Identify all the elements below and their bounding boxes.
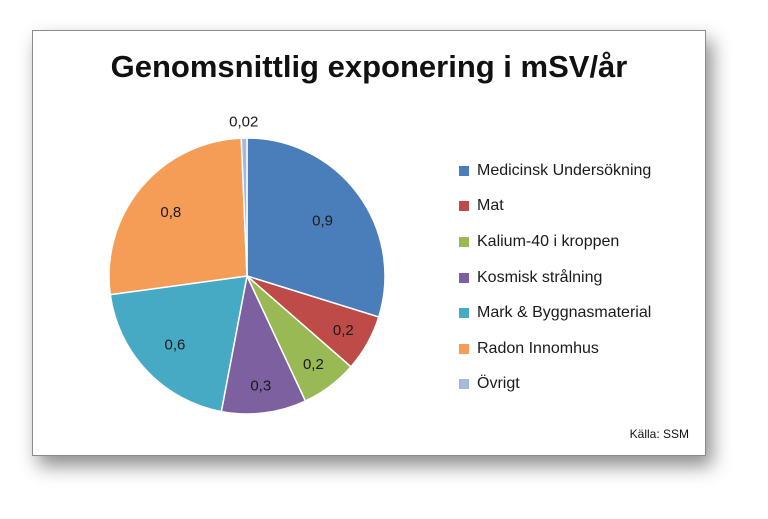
legend-swatch (459, 308, 469, 319)
legend-item: Kosmisk strålning (459, 260, 651, 296)
legend-item: Mark & Byggnasmaterial (459, 295, 651, 331)
chart-title: Genomsnittlig exponering i mSV/år (110, 49, 628, 84)
slice-data-label: 0,3 (250, 378, 271, 395)
slice-data-label: 0,6 (165, 336, 186, 353)
pie-slice (108, 137, 248, 296)
slice-data-label: 0,02 (229, 113, 258, 130)
legend-item: Mat (459, 189, 651, 225)
legend-swatch (459, 165, 469, 176)
pie-slice (109, 275, 248, 413)
pie-chart: 0,9 0,2 0,2 0,3 0,6 0,8 0,02 (108, 113, 386, 415)
legend-swatch (459, 236, 469, 247)
chart-card: Genomsnittlig exponering i mSV/år 0,9 0,2… (32, 30, 706, 456)
slice-data-label: 0,9 (312, 212, 333, 229)
legend-swatch (459, 343, 469, 354)
legend-swatch (459, 379, 469, 390)
legend-label: Radon Innomhus (477, 339, 599, 357)
legend-label: Kalium-40 i kroppen (477, 232, 620, 250)
slice-data-label: 0,2 (333, 322, 354, 339)
pie-slice (220, 273, 307, 415)
legend-label: Mark & Byggnasmaterial (477, 304, 652, 322)
source-note: Källa: SSM (629, 427, 689, 441)
legend-swatch (459, 272, 469, 283)
slice-data-label: 0,2 (303, 356, 324, 373)
legend-swatch (459, 201, 469, 212)
slice-data-label: 0,8 (160, 204, 181, 221)
legend-label: Medicinsk Undersökning (477, 161, 652, 179)
pie-slice (246, 137, 386, 318)
pie-slice (240, 137, 248, 277)
legend-item: Radon Innomhus (459, 331, 651, 367)
legend-label: Kosmisk strålning (477, 268, 603, 286)
legend-item: Övrigt (459, 367, 651, 403)
legend: Medicinsk Undersökning Mat Kalium-40 i kro… (459, 153, 651, 402)
legend-label: Övrigt (477, 375, 520, 393)
legend-item: Medicinsk Undersökning (459, 153, 651, 189)
legend-item: Kalium-40 i kroppen (459, 224, 651, 260)
legend-label: Mat (477, 197, 504, 215)
